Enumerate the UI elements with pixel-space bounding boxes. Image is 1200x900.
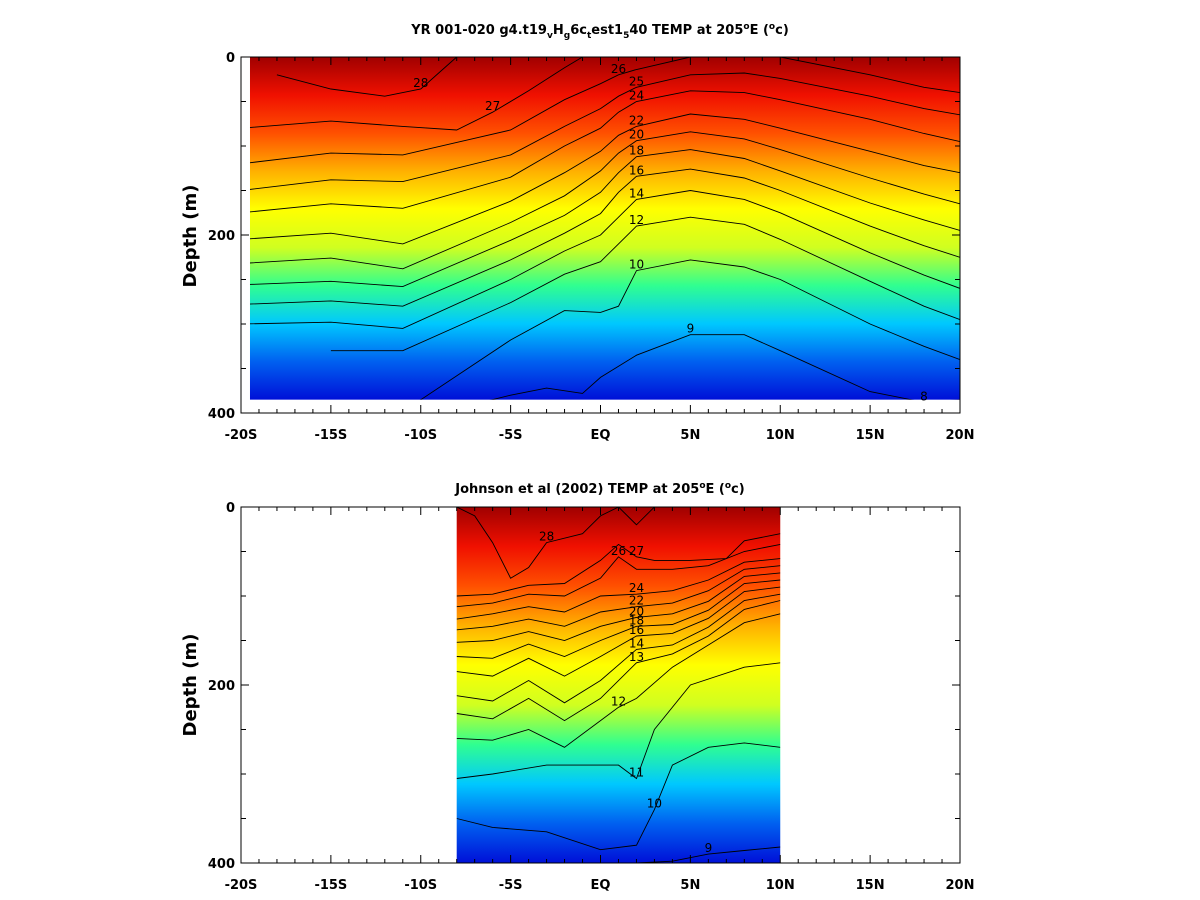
y-tick-label: 200 — [208, 679, 235, 694]
x-tick-label: EQ — [591, 428, 611, 443]
x-tick-label: 5N — [680, 878, 700, 893]
isotherm-t26 — [456, 543, 781, 608]
x-tick-label: 20N — [946, 878, 975, 893]
isotherm-t16 — [456, 586, 781, 677]
isotherm-t18 — [249, 149, 961, 288]
isotherm-contours — [249, 57, 961, 400]
contour-label: 18 — [629, 613, 644, 627]
axes: -20S -15S -10S -5S EQ 5N 10N 15N 20N 0 200 400 — [208, 51, 975, 443]
x-tick-label: -5S — [499, 878, 523, 893]
contour-label: 20 — [629, 128, 644, 142]
contour-label: 18 — [629, 144, 644, 158]
panel-model-temperature-section: YR 001-020 g4.t19vHg6ctest1540 TEMP at 2… — [180, 22, 974, 443]
isotherm-t24 — [249, 90, 961, 213]
temperature-field — [249, 57, 961, 400]
contour-label: 25 — [629, 74, 644, 88]
isotherm-contours — [456, 507, 781, 863]
isotherm-t26 — [249, 57, 961, 164]
y-tick-label: 400 — [208, 857, 235, 872]
filled-contour-region — [249, 57, 961, 400]
x-tick-label: -10S — [404, 878, 437, 893]
axes: -20S -15S -10S -5S EQ 5N 10N 15N 20N 0 200 400 — [208, 501, 975, 893]
x-tick-label: 10N — [766, 878, 795, 893]
isotherm-t22 — [249, 113, 961, 245]
contour-label: 24 — [629, 89, 644, 103]
filled-contour-region — [456, 507, 781, 863]
x-tick-label: 20N — [946, 428, 975, 443]
isotherm-t8 — [954, 399, 960, 400]
contour-label: 26 — [611, 62, 626, 76]
x-tick-label: -20S — [225, 878, 258, 893]
contour-label: 22 — [629, 113, 644, 127]
panel-observed-temperature-section: Johnson et al (2002) TEMP at 205oE (oc) … — [180, 481, 974, 893]
y-axis-label: Depth (m) — [180, 634, 201, 737]
x-tick-label: 5N — [680, 428, 700, 443]
y-tick-label: 0 — [226, 51, 235, 66]
contour-label: 22 — [629, 594, 644, 608]
x-tick-label: -15S — [314, 428, 347, 443]
isotherm-t28 — [276, 57, 457, 97]
y-tick-label: 200 — [208, 229, 235, 244]
isotherm-t22 — [456, 565, 781, 631]
contour-label: 10 — [629, 258, 644, 272]
isotherm-t27 — [456, 533, 781, 597]
x-tick-label: 15N — [856, 428, 885, 443]
contour-label: 12 — [629, 213, 644, 227]
x-tick-label: 10N — [766, 428, 795, 443]
y-tick-label: 400 — [208, 407, 235, 422]
isotherm-t14 — [456, 593, 781, 704]
contour-label: 9 — [705, 841, 713, 855]
contour-label: 14 — [629, 636, 644, 650]
contour-label: 14 — [629, 186, 644, 200]
isotherm-t18 — [456, 579, 781, 659]
isotherm-t9 — [490, 334, 913, 400]
contour-label: 8 — [920, 389, 928, 403]
temperature-field — [456, 507, 781, 863]
isotherm-t25 — [249, 72, 961, 190]
isotherm-t14 — [249, 190, 961, 329]
isotherm-t12 — [330, 216, 961, 352]
x-tick-label: -15S — [314, 878, 347, 893]
y-axis-label: Depth (m) — [180, 185, 201, 288]
contour-label: 27 — [629, 544, 644, 558]
isotherm-t27 — [249, 57, 583, 131]
isotherm-t13 — [456, 600, 781, 722]
chart-title: Johnson et al (2002) TEMP at 205oE (oc) — [454, 481, 744, 497]
contour-label: 11 — [629, 766, 644, 780]
isotherm-t24 — [456, 558, 781, 620]
y-tick-label: 0 — [226, 501, 235, 516]
isotherm-t10 — [420, 259, 961, 400]
contour-label: 16 — [629, 623, 644, 637]
x-tick-label: EQ — [591, 878, 611, 893]
isotherm-t28 — [456, 507, 655, 579]
isotherm-t11 — [456, 662, 781, 780]
contour-label: 24 — [629, 581, 644, 595]
contour-label: 12 — [611, 694, 626, 708]
contour-label: 20 — [629, 604, 644, 618]
contour-label: 10 — [647, 797, 662, 811]
x-tick-label: -5S — [499, 428, 523, 443]
isotherm-t9 — [636, 846, 781, 863]
contour-label: 16 — [629, 163, 644, 177]
isotherm-t12 — [456, 613, 781, 748]
isotherm-t20 — [249, 131, 961, 270]
isotherm-t16 — [249, 168, 961, 307]
contour-label: 28 — [539, 530, 554, 544]
contour-label: 28 — [413, 76, 428, 90]
contour-label: 9 — [687, 322, 695, 336]
contour-label: 26 — [611, 544, 626, 558]
isotherm-t20 — [456, 572, 781, 643]
contour-label: 27 — [485, 99, 500, 113]
x-tick-label: -20S — [225, 428, 258, 443]
x-tick-label: -10S — [404, 428, 437, 443]
contour-label: 13 — [629, 650, 644, 664]
isotherm-t10 — [456, 742, 781, 851]
chart-title: YR 001-020 g4.t19vHg6ctest1540 TEMP at 2… — [410, 22, 789, 41]
x-tick-label: 15N — [856, 878, 885, 893]
